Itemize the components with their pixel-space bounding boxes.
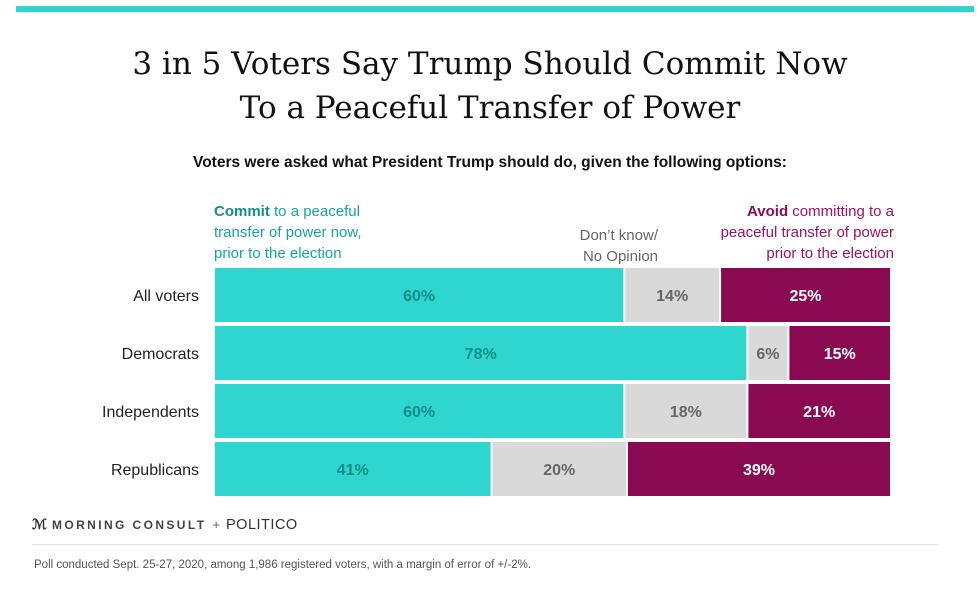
bar-avoid-republicans	[627, 442, 890, 496]
category-label-independents: Independents	[102, 404, 199, 421]
legend-commit-line1: to a peaceful	[269, 203, 360, 220]
data-label-avoid-independents: 21%	[803, 404, 835, 421]
chart-title: 3 in 5 Voters Say Trump Should Commit No…	[0, 42, 980, 130]
brand-logos: ℳ MORNING CONSULT + POLITICO	[32, 516, 298, 533]
bar-dontknow-all-voters	[625, 268, 720, 322]
logo-plus: +	[212, 517, 221, 532]
morning-consult-logo-text: MORNING CONSULT	[51, 517, 207, 532]
bar-avoid-all-voters	[721, 268, 890, 322]
data-label-avoid-republicans: 39%	[743, 462, 775, 479]
bar-commit-independents	[215, 384, 624, 438]
data-label-dontknow-independents: 18%	[670, 404, 702, 421]
bar-avoid-independents	[748, 384, 890, 438]
morning-consult-logo-icon: ℳ	[32, 516, 47, 532]
data-label-commit-all-voters: 60%	[403, 288, 435, 305]
legend-avoid: Avoid committing to a peaceful transfer …	[721, 201, 894, 264]
category-label-democrats: Democrats	[122, 346, 199, 363]
bar-commit-democrats	[215, 326, 747, 380]
data-label-commit-democrats: 78%	[465, 346, 497, 363]
bar-dontknow-democrats	[748, 326, 788, 380]
data-label-dontknow-democrats: 6%	[756, 346, 779, 363]
legend-dontknow: Don’t know/ No Opinion	[540, 225, 658, 267]
category-label-republicans: Republicans	[111, 462, 199, 479]
bar-commit-all-voters	[215, 268, 624, 322]
legend-avoid-line1: committing to a	[788, 203, 894, 220]
bar-commit-republicans	[215, 442, 491, 496]
data-label-avoid-democrats: 15%	[824, 346, 856, 363]
bar-dontknow-independents	[625, 384, 747, 438]
data-label-commit-republicans: 41%	[337, 462, 369, 479]
legend-dontknow-line1: Don’t know/	[579, 227, 658, 244]
data-label-dontknow-all-voters: 14%	[656, 288, 688, 305]
legend-avoid-bold: Avoid	[747, 203, 789, 220]
bar-dontknow-republicans	[492, 442, 626, 496]
legend-dontknow-line2: No Opinion	[582, 248, 658, 265]
footer-divider	[32, 544, 938, 545]
politico-logo-text: POLITICO	[226, 516, 298, 533]
title-line-1: 3 in 5 Voters Say Trump Should Commit No…	[132, 46, 848, 82]
bar-avoid-democrats	[789, 326, 890, 380]
legend-avoid-line3: prior to the election	[766, 245, 894, 262]
legend-commit-line3: prior to the election	[214, 245, 342, 262]
data-label-avoid-all-voters: 25%	[790, 288, 822, 305]
legend-commit-bold: Commit	[214, 203, 270, 220]
top-accent-rule	[16, 6, 974, 12]
chart-subtitle: Voters were asked what President Trump s…	[193, 154, 787, 171]
title-line-2: To a Peaceful Transfer of Power	[239, 90, 741, 126]
legend-avoid-line2: peaceful transfer of power	[720, 224, 894, 241]
footnote: Poll conducted Sept. 25-27, 2020, among …	[34, 559, 532, 571]
data-label-dontknow-republicans: 20%	[543, 462, 575, 479]
category-label-all-voters: All voters	[133, 288, 199, 305]
legend-commit-line2: transfer of power now,	[214, 224, 362, 241]
legend-commit: Commit to a peaceful transfer of power n…	[214, 201, 362, 264]
stacked-bar-chart: All voters 60% 14% 25% Democrats 78% 6% 15% Inde…	[102, 268, 890, 496]
data-label-commit-independents: 60%	[403, 404, 435, 421]
